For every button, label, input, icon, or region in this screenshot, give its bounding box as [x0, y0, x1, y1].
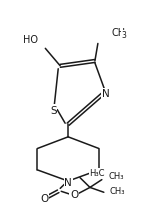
Text: HO: HO: [23, 34, 38, 44]
Text: N: N: [64, 177, 72, 187]
Text: H₃C: H₃C: [89, 169, 105, 177]
Text: CH₃: CH₃: [110, 186, 125, 195]
Text: O: O: [70, 189, 78, 199]
Text: CH₃: CH₃: [109, 171, 124, 180]
Text: CH: CH: [112, 28, 126, 38]
Text: O: O: [40, 193, 48, 203]
Text: N: N: [102, 89, 110, 99]
Text: S: S: [50, 105, 57, 115]
Text: 3: 3: [122, 31, 127, 40]
